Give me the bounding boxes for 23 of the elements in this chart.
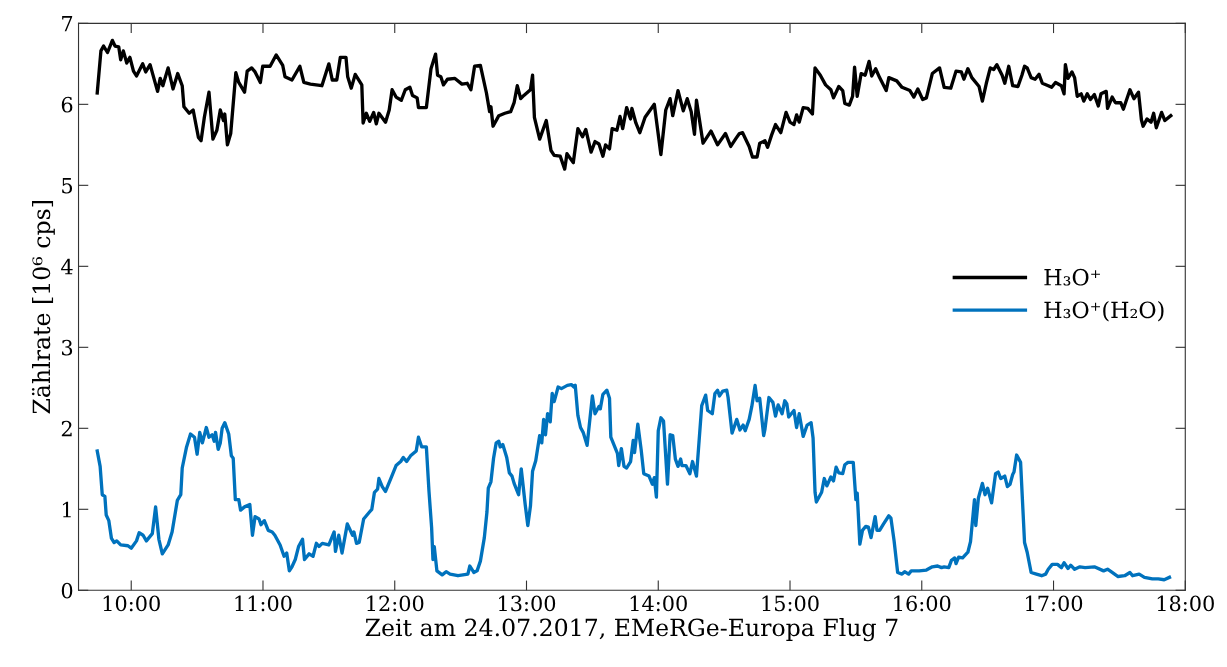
y-tick-label: 0	[61, 582, 73, 599]
line-series	[95, 38, 1173, 171]
x-tick-label: 18:00	[1157, 595, 1214, 612]
x-tick-label: 12:00	[367, 595, 424, 612]
line-series	[95, 382, 1172, 582]
x-tick-label: 14:00	[630, 595, 687, 612]
x-axis-title: Zeit am 24.07.2017, EMeRGe-Europa Flug 7	[365, 618, 898, 642]
x-tick-label: 13:00	[499, 595, 556, 612]
x-tick-label: 17:00	[1026, 595, 1083, 612]
y-tick-label: 1	[62, 501, 71, 518]
y-tick-label: 7	[62, 16, 73, 32]
y-tick-label: 6	[61, 96, 73, 113]
x-tick-label: 15:00	[762, 595, 819, 612]
y-tick-label: 3	[62, 339, 73, 356]
y-tick-label: 4	[61, 258, 73, 275]
legend-label: H₃O⁺	[1044, 268, 1100, 286]
legend-label: H₃O⁺(H₂O)	[1044, 301, 1164, 322]
x-tick-label: 11:00	[235, 595, 292, 612]
x-tick-label: 10:00	[103, 595, 160, 612]
y-axis-title: Zählrate [10⁶ cps]	[31, 201, 55, 414]
y-tick-label: 5	[62, 178, 73, 194]
y-tick-label: 2	[61, 420, 72, 437]
x-tick-label: 16:00	[894, 595, 951, 612]
